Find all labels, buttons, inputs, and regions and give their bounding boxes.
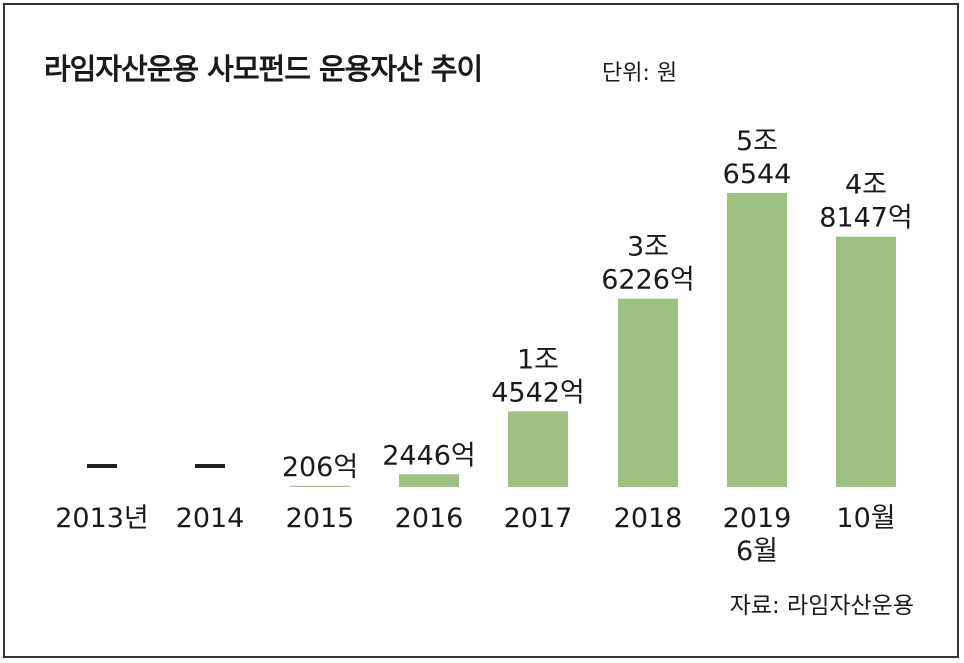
bar: [618, 298, 678, 487]
x-tick-label: 2016: [395, 503, 464, 534]
data-label: 4542억: [491, 377, 585, 408]
data-label: 6544: [723, 159, 792, 190]
data-label: 4조: [845, 170, 887, 201]
data-label: 2446억: [382, 440, 476, 471]
bar: [290, 485, 350, 487]
x-tick-label: 2017: [504, 503, 573, 534]
bar: [727, 192, 787, 488]
data-label: 206억: [282, 452, 358, 483]
source-note: 자료: 라임자산운용: [729, 593, 914, 619]
x-tick-label: 2019: [723, 503, 792, 534]
x-tick-label: 10월: [836, 503, 895, 534]
no-data-dash: [87, 464, 117, 468]
x-tick-label: 2018: [614, 503, 683, 534]
x-tick-label: 2014: [176, 503, 245, 534]
chart-title: 라임자산운용 사모펀드 운용자산 추이: [44, 52, 483, 86]
x-tick-label: 6월: [736, 536, 778, 567]
data-label: 8147억: [819, 203, 913, 234]
bar: [508, 411, 568, 487]
data-label: 3조: [627, 232, 669, 263]
data-label: 1조: [517, 344, 559, 375]
x-tick-label: 2013년: [55, 503, 149, 534]
unit-label: 단위: 원: [602, 61, 678, 86]
bar: [399, 474, 459, 487]
chart-frame: [3, 3, 959, 658]
data-label: 6226억: [601, 265, 695, 296]
bar: [836, 236, 896, 487]
x-tick-label: 2015: [286, 503, 355, 534]
no-data-dash: [195, 464, 225, 468]
data-label: 5조: [736, 126, 778, 157]
